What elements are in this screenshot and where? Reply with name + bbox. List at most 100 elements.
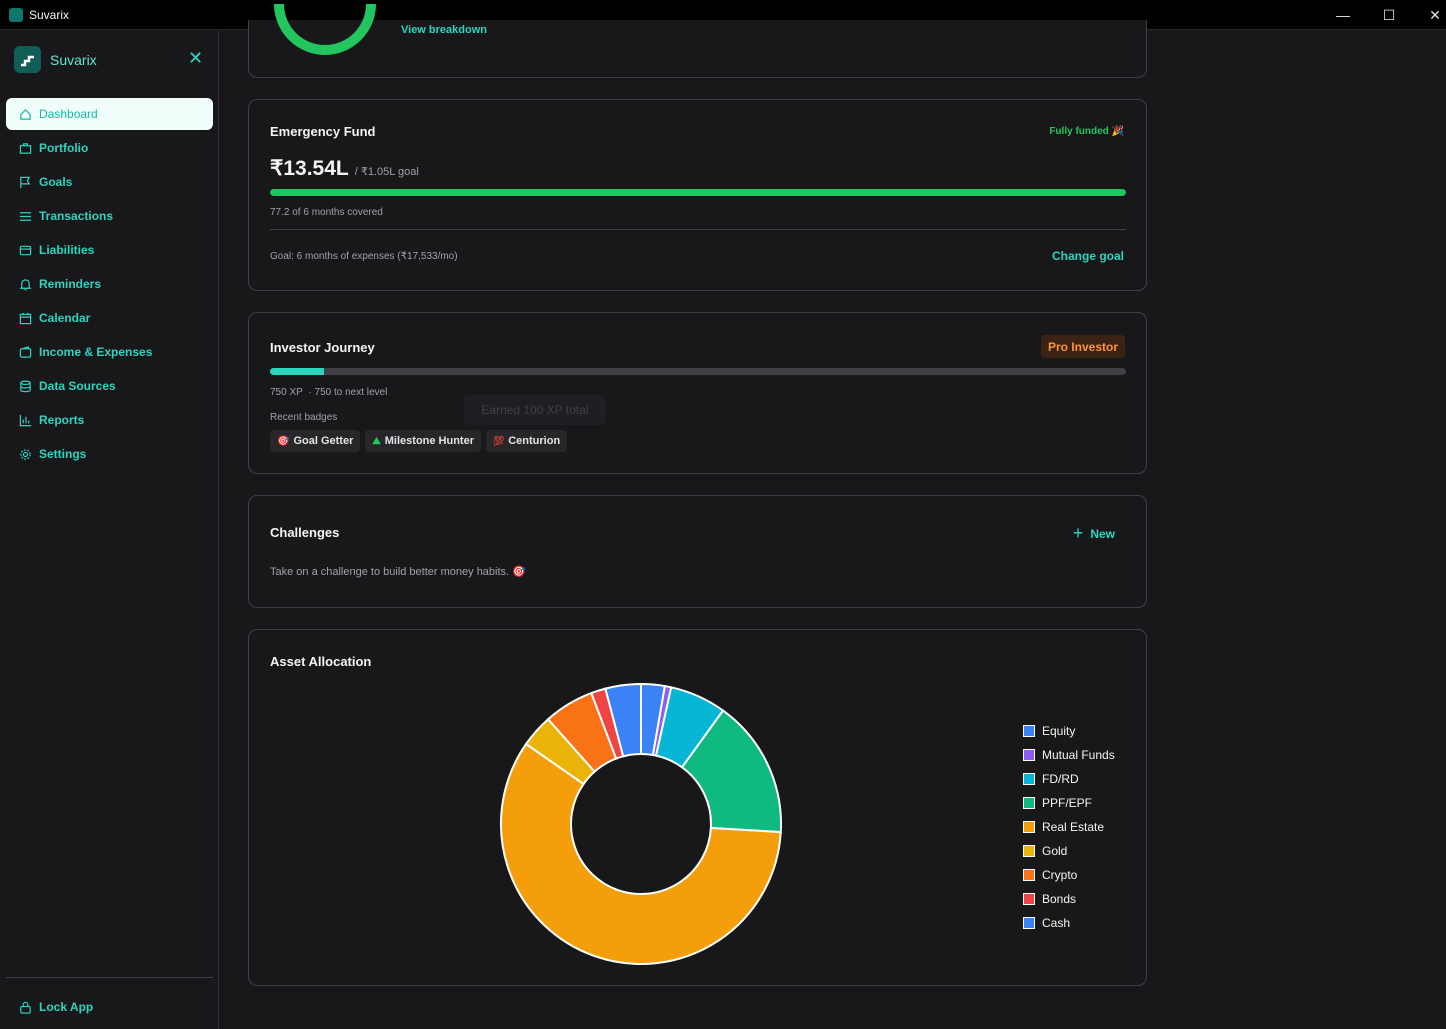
- net-worth-card: View breakdown: [248, 3, 1147, 78]
- challenges-title: Challenges: [270, 525, 340, 540]
- emergency-fund-title: Emergency Fund: [270, 124, 376, 139]
- badge-label: Goal Getter: [293, 435, 354, 447]
- legend-label: FD/RD: [1042, 772, 1079, 786]
- legend-item[interactable]: Real Estate: [1023, 815, 1115, 839]
- gear-icon: [18, 447, 32, 461]
- sidebar-nav: Dashboard Portfolio Goals Transactions L…: [6, 98, 213, 472]
- sidebar-item-liabilities[interactable]: Liabilities: [6, 234, 213, 266]
- sidebar-item-label: Income & Expenses: [39, 345, 153, 359]
- legend-swatch: [1023, 821, 1035, 833]
- legend-item[interactable]: Mutual Funds: [1023, 743, 1115, 767]
- sidebar-item-label: Liabilities: [39, 243, 95, 257]
- list-icon: [18, 209, 32, 223]
- sidebar-divider: [6, 977, 213, 978]
- legend-item[interactable]: PPF/EPF: [1023, 791, 1115, 815]
- recent-badges-label: Recent badges: [270, 412, 338, 423]
- fund-progress-bar: [270, 189, 1126, 196]
- view-breakdown-link[interactable]: View breakdown: [401, 24, 487, 36]
- lock-app-label: Lock App: [39, 1000, 94, 1014]
- goal-expenses-text: Goal: 6 months of expenses (₹17,533/mo): [270, 251, 458, 262]
- xp-tooltip: Earned 100 XP total: [464, 395, 606, 425]
- calendar-icon: [18, 311, 32, 325]
- badge-list: 🎯 Goal Getter ⛰ Milestone Hunter 💯 Centu…: [270, 430, 572, 452]
- app-icon: [9, 8, 23, 22]
- sidebar-item-dashboard[interactable]: Dashboard: [6, 98, 213, 130]
- fund-progress-fill: [270, 189, 1126, 196]
- badge-goal-getter: 🎯 Goal Getter: [270, 430, 361, 452]
- legend-label: Cash: [1042, 916, 1071, 930]
- legend-label: PPF/EPF: [1042, 796, 1093, 810]
- legend-swatch: [1023, 797, 1035, 809]
- briefcase-icon: [18, 141, 32, 155]
- funded-status-badge: Fully funded 🎉: [1049, 126, 1124, 137]
- level-badge: Pro Investor: [1040, 335, 1125, 358]
- sidebar-item-label: Goals: [39, 175, 73, 189]
- wallet-icon: [18, 243, 32, 257]
- chart-legend: Equity Mutual Funds FD/RD PPF/EPF Real Estat…: [1023, 719, 1115, 935]
- fund-amount-row: ₹13.54L / ₹1.05L goal: [270, 156, 419, 181]
- badge-centurion: 💯 Centurion: [486, 430, 568, 452]
- target-icon: 🎯: [277, 435, 290, 447]
- maximize-icon[interactable]: ☐: [1382, 6, 1396, 23]
- sidebar-item-reports[interactable]: Reports: [6, 404, 213, 436]
- donut-slice-real-estate[interactable]: [500, 742, 782, 965]
- new-challenge-button[interactable]: + New: [1073, 523, 1115, 544]
- legend-swatch: [1023, 773, 1035, 785]
- legend-label: Bonds: [1042, 892, 1077, 906]
- mountain-icon: ⛰: [372, 435, 381, 447]
- xp-value: 750 XP: [270, 387, 303, 398]
- sidebar-item-label: Transactions: [39, 209, 114, 223]
- close-sidebar-icon[interactable]: ✕: [188, 48, 204, 68]
- badge-label: Centurion: [508, 435, 561, 447]
- lock-app-button[interactable]: Lock App: [18, 1000, 93, 1014]
- legend-label: Mutual Funds: [1042, 748, 1115, 762]
- legend-item[interactable]: Equity: [1023, 719, 1115, 743]
- legend-label: Equity: [1042, 724, 1076, 738]
- sidebar-item-settings[interactable]: Settings: [6, 438, 213, 470]
- sidebar-item-label: Settings: [39, 447, 87, 461]
- legend-item[interactable]: Gold: [1023, 839, 1115, 863]
- next-level-text: · 750 to next level: [308, 387, 388, 398]
- legend-swatch: [1023, 749, 1035, 761]
- legend-item[interactable]: Cash: [1023, 911, 1115, 935]
- sidebar-item-goals[interactable]: Goals: [6, 166, 213, 198]
- sidebar-item-label: Portfolio: [39, 141, 89, 155]
- months-covered: 77.2 of 6 months covered: [270, 207, 383, 218]
- legend-swatch: [1023, 917, 1035, 929]
- fund-amount: ₹13.54L: [270, 157, 349, 180]
- change-goal-button[interactable]: Change goal: [1051, 249, 1124, 263]
- sidebar-item-income-expenses[interactable]: Income & Expenses: [6, 336, 213, 368]
- sidebar-item-data-sources[interactable]: Data Sources: [6, 370, 213, 402]
- fund-goal: / ₹1.05L goal: [354, 166, 419, 178]
- new-challenge-label: New: [1090, 526, 1115, 541]
- legend-swatch: [1023, 845, 1035, 857]
- plus-icon: +: [1072, 523, 1084, 543]
- xp-progress-bar: [270, 368, 1126, 375]
- brand-logo: [14, 46, 41, 73]
- legend-item[interactable]: Crypto: [1023, 863, 1115, 887]
- sidebar-item-label: Dashboard: [39, 107, 98, 121]
- sidebar-item-reminders[interactable]: Reminders: [6, 268, 213, 300]
- sidebar-item-label: Data Sources: [39, 379, 116, 393]
- net-worth-ring: [274, 3, 376, 55]
- legend-label: Gold: [1042, 844, 1068, 858]
- minimize-icon[interactable]: —: [1336, 7, 1350, 23]
- home-icon: [18, 107, 32, 121]
- investor-journey-title: Investor Journey: [270, 340, 375, 355]
- legend-label: Crypto: [1042, 868, 1078, 882]
- xp-progress-fill: [270, 368, 324, 375]
- legend-item[interactable]: FD/RD: [1023, 767, 1115, 791]
- window-title: Suvarix: [29, 8, 70, 22]
- hundred-icon: 💯: [493, 435, 505, 446]
- sidebar-item-transactions[interactable]: Transactions: [6, 200, 213, 232]
- sidebar-item-label: Reminders: [39, 277, 102, 291]
- close-icon[interactable]: ✕: [1429, 6, 1441, 23]
- asset-allocation-card: Asset Allocation Equity Mutual Funds FD/RD…: [248, 629, 1147, 986]
- sidebar-item-label: Reports: [39, 413, 85, 427]
- brand-name: Suvarix: [50, 52, 97, 68]
- sidebar-item-calendar[interactable]: Calendar: [6, 302, 213, 334]
- legend-item[interactable]: Bonds: [1023, 887, 1115, 911]
- donut-slice-cash[interactable]: [604, 682, 642, 758]
- emergency-fund-card: Emergency Fund Fully funded 🎉 ₹13.54L / …: [248, 99, 1147, 291]
- sidebar-item-portfolio[interactable]: Portfolio: [6, 132, 213, 164]
